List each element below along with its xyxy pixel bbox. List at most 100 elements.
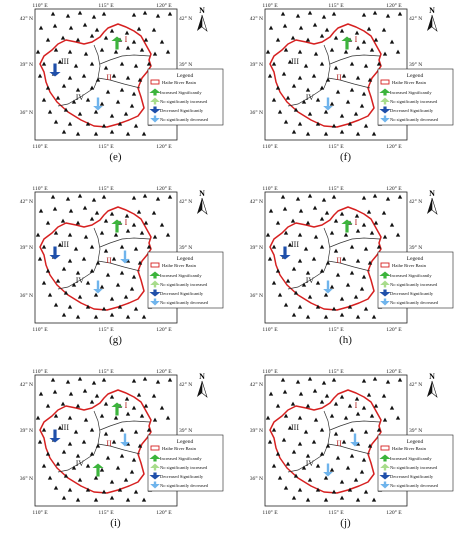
station-triangle (268, 208, 274, 213)
station-triangle (159, 39, 165, 44)
station-triangle (298, 391, 304, 396)
station-triangle (45, 85, 51, 90)
station-triangle (382, 417, 388, 422)
station-triangle (103, 431, 109, 436)
station-triangle (275, 451, 281, 456)
station-triangle (131, 222, 137, 227)
coordinate-label: 115° E (98, 368, 114, 375)
coordinate-label: 42° N (20, 198, 33, 205)
station-triangle (55, 278, 61, 283)
station-triangle (71, 465, 77, 470)
station-triangle (55, 461, 61, 466)
station-triangle (41, 463, 47, 468)
station-triangle (167, 11, 173, 16)
coordinate-label: 42° N (20, 15, 33, 22)
station-triangle (293, 107, 299, 112)
station-triangle (361, 195, 367, 200)
station-triangle (382, 234, 388, 239)
station-triangle (146, 244, 152, 249)
region-label: IV (306, 459, 315, 468)
station-triangle (290, 218, 296, 223)
station-triangle (283, 485, 289, 490)
station-triangle (369, 47, 375, 52)
station-triangle (323, 314, 329, 319)
station-triangle (77, 376, 83, 381)
station-triangle (131, 12, 137, 17)
station-triangle (136, 392, 142, 397)
legend-label-inc-sig: Increased Significantly (390, 90, 432, 95)
region-divider (57, 227, 101, 290)
coordinate-label: 110° E (32, 185, 48, 192)
station-triangle (271, 61, 277, 66)
map-canvas: 110° E 115° E 120° E 110° E 115° E 120° E 42° … (250, 2, 454, 150)
station-triangle (277, 109, 283, 114)
station-triangle (354, 213, 360, 218)
station-triangle (311, 73, 317, 78)
trend-arrow-region-i (341, 36, 353, 50)
trend-arrow-region-iii (49, 246, 61, 260)
station-triangle (85, 304, 91, 309)
legend-title: Legend (177, 439, 194, 445)
region-label: I (355, 401, 358, 410)
station-triangle (385, 379, 391, 384)
station-triangle (93, 109, 99, 114)
region-label: I (355, 35, 358, 44)
station-triangle (347, 304, 353, 309)
station-triangle (75, 403, 81, 408)
station-triangle (287, 242, 293, 247)
station-triangle (143, 220, 149, 225)
station-triangle (155, 13, 161, 18)
station-triangle (329, 467, 335, 472)
station-triangle (61, 129, 67, 134)
station-triangle (37, 439, 43, 444)
region-label: II (106, 256, 112, 265)
region-label: II (106, 439, 112, 448)
north-arrow: N (427, 189, 438, 215)
station-triangle (325, 77, 331, 82)
legend-title: Legend (407, 256, 424, 262)
legend-label-inc-sig: Increased Significantly (390, 456, 432, 461)
station-triangle (85, 121, 91, 126)
station-triangle (55, 95, 61, 100)
trend-arrow-region-ii (120, 433, 130, 447)
station-triangle (137, 443, 143, 448)
station-triangle (361, 405, 367, 410)
coordinate-label: 120° E (386, 368, 402, 375)
legend-arrow-inc-nosig (150, 97, 160, 105)
trend-arrow-region-ii (120, 250, 130, 264)
region-label: III (291, 240, 299, 249)
legend-label-inc-nosig: No significantly increased (390, 99, 438, 104)
station-triangle (301, 282, 307, 287)
basin-outline (39, 389, 152, 494)
station-triangle (139, 230, 145, 235)
station-triangle (395, 49, 401, 54)
north-arrow: N (197, 6, 208, 32)
station-triangle (323, 292, 329, 297)
station-markers (265, 376, 403, 502)
station-triangle (275, 403, 281, 408)
station-triangle (301, 99, 307, 104)
coordinate-label: 42° N (250, 198, 263, 205)
station-triangle (305, 403, 311, 408)
station-triangle (67, 121, 73, 126)
station-triangle (333, 218, 339, 223)
coordinate-label: 42° N (409, 15, 422, 22)
region-label: II (106, 73, 112, 82)
station-triangle (93, 497, 99, 502)
coordinate-label: 36° N (20, 292, 33, 299)
station-triangle (133, 123, 139, 128)
station-triangle (35, 49, 41, 54)
station-triangle (324, 27, 330, 32)
station-triangle (165, 232, 171, 237)
legend-arrow-inc-sig (379, 88, 391, 96)
station-triangle (105, 272, 111, 277)
station-triangle (139, 47, 145, 52)
station-triangle (109, 28, 115, 33)
station-triangle (319, 216, 325, 221)
station-triangle (335, 89, 341, 94)
station-triangle (101, 489, 107, 494)
station-triangle (75, 453, 81, 458)
station-triangle (277, 292, 283, 297)
station-triangle (83, 234, 89, 239)
